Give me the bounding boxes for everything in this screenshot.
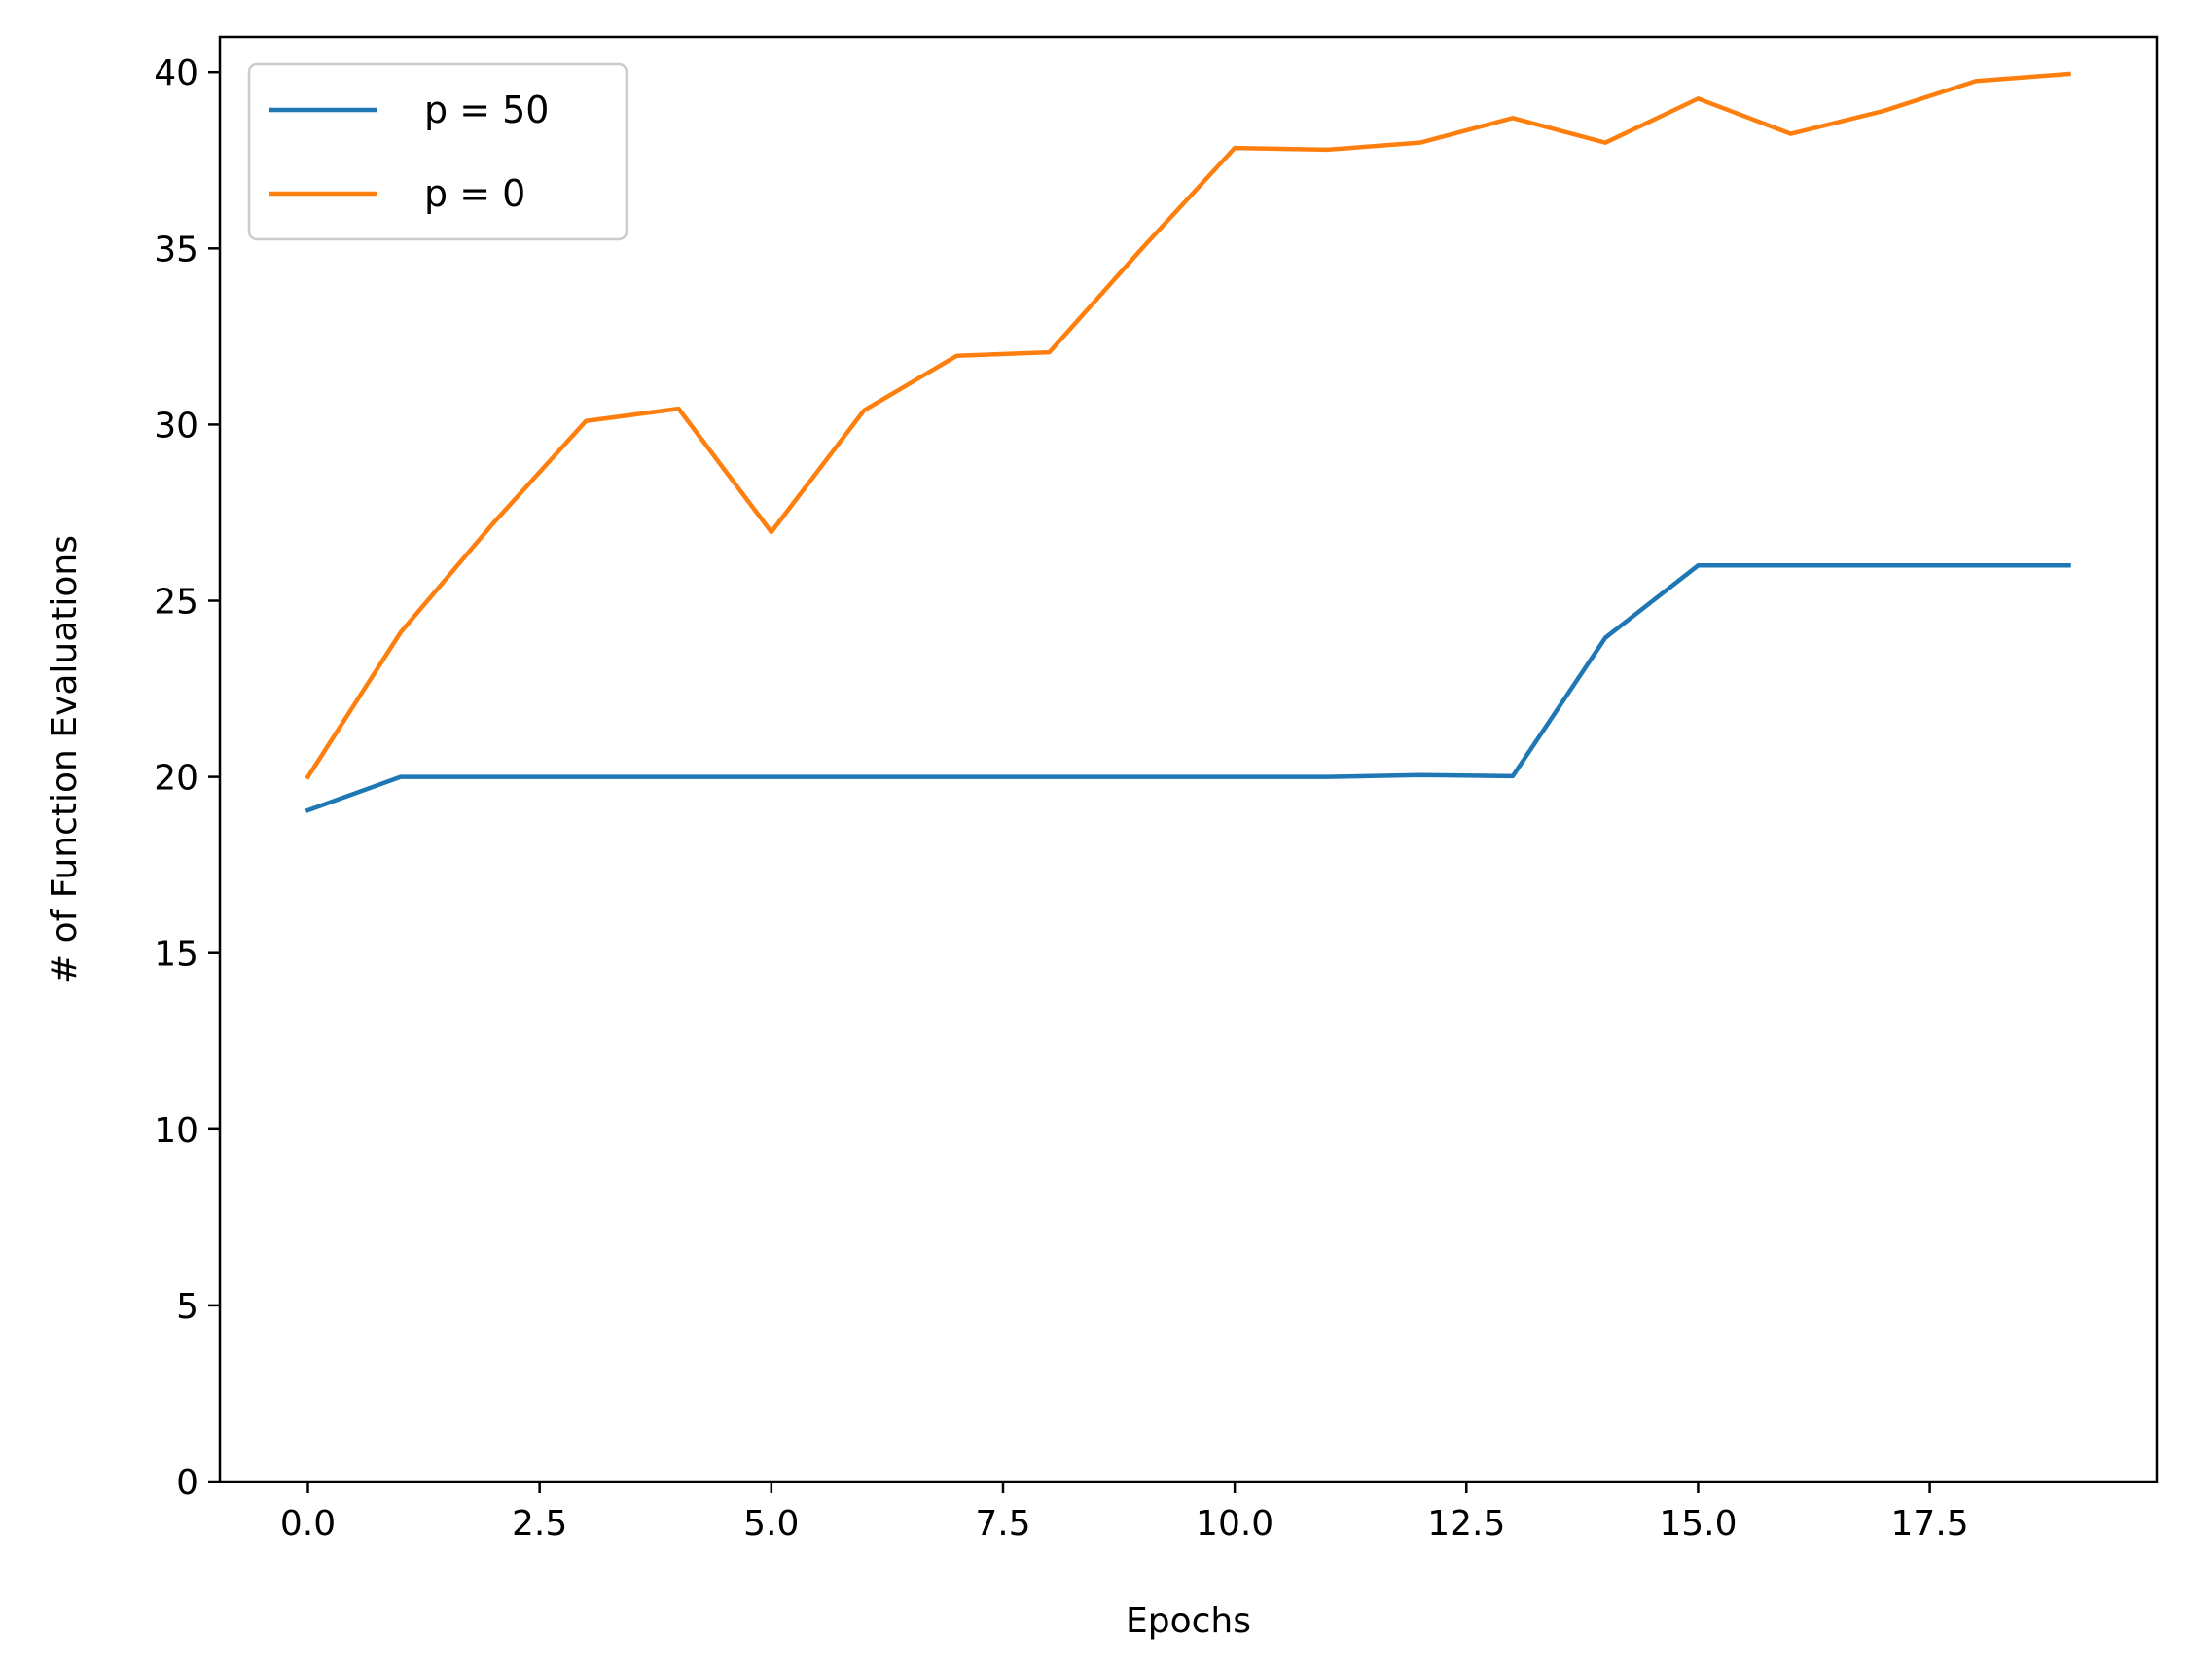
x-tick-label: 12.5 bbox=[1427, 1504, 1505, 1544]
x-tick-label: 2.5 bbox=[512, 1504, 567, 1544]
legend: p = 50 p = 0 bbox=[247, 62, 628, 241]
y-axis: 0 5 10 15 20 25 30 35 40 bbox=[154, 54, 220, 1503]
legend-label: p = 50 bbox=[424, 89, 549, 131]
x-axis: 0.0 2.5 5.0 7.5 10.0 12.5 15.0 17.5 bbox=[280, 1482, 1969, 1544]
y-tick-label: 30 bbox=[154, 406, 198, 446]
series-layer bbox=[305, 71, 2071, 813]
x-tick-label: 7.5 bbox=[975, 1504, 1030, 1544]
y-tick-label: 15 bbox=[154, 935, 198, 975]
y-tick-label: 35 bbox=[154, 230, 198, 269]
x-tick-label: 0.0 bbox=[280, 1504, 336, 1544]
y-axis-label: # of Function Evaluations bbox=[45, 535, 85, 983]
x-tick-label: 17.5 bbox=[1891, 1504, 1969, 1544]
series-line-2 bbox=[305, 71, 2071, 780]
x-tick-label: 15.0 bbox=[1659, 1504, 1737, 1544]
x-tick-label: 10.0 bbox=[1196, 1504, 1273, 1544]
x-axis-label: Epochs bbox=[1126, 1601, 1251, 1641]
y-tick-label: 25 bbox=[154, 583, 198, 623]
series-line-1 bbox=[305, 563, 2071, 813]
plot-frame bbox=[218, 35, 2159, 1483]
y-tick-label: 10 bbox=[154, 1111, 198, 1151]
y-tick-label: 40 bbox=[154, 54, 198, 93]
y-tick-label: 20 bbox=[154, 759, 198, 799]
x-tick-label: 5.0 bbox=[743, 1504, 799, 1544]
y-tick-label: 5 bbox=[176, 1287, 198, 1327]
legend-label: p = 0 bbox=[424, 172, 525, 215]
y-tick-label: 0 bbox=[176, 1463, 198, 1503]
